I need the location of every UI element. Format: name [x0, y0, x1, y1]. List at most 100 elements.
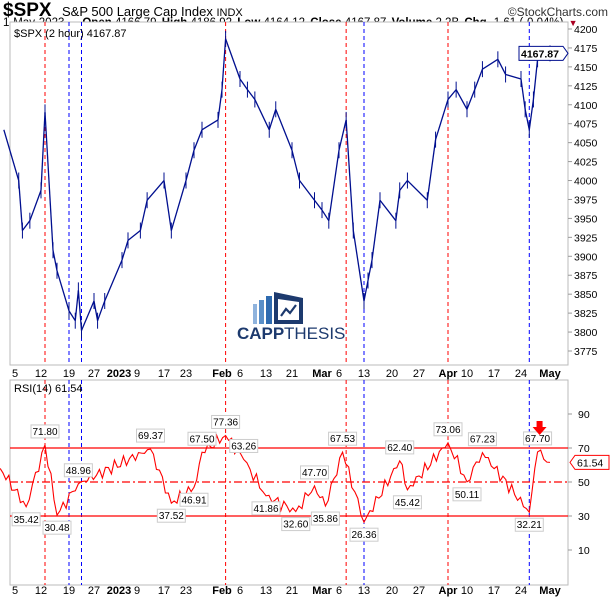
rsi-last-value-box — [569, 454, 610, 470]
price-segment — [406, 180, 428, 201]
x-tick-label: 6 — [237, 368, 243, 380]
rsi-annotation-box — [63, 463, 93, 478]
rsi-annotation-label: 35.42 — [14, 515, 39, 526]
logo-text-bold: CAPP — [237, 324, 284, 343]
rsi-annotation-box — [514, 517, 544, 532]
price-segment — [74, 290, 80, 321]
rsi-annotation-label: 41.86 — [253, 504, 278, 515]
rsi-last-value: 61.54 — [577, 457, 603, 469]
price-segment — [268, 109, 277, 130]
price-segment — [338, 119, 347, 151]
x-tick-label: 27 — [413, 368, 425, 380]
price-y-tick-label: 3775 — [574, 346, 598, 358]
price-segment — [363, 280, 369, 302]
x-tick-label: 6 — [336, 585, 342, 597]
x-tick-label: Mar — [312, 368, 332, 380]
price-segment — [52, 250, 58, 271]
price-segment — [275, 109, 293, 151]
x-tick-label: Apr — [439, 585, 459, 597]
logo-bar-1 — [253, 304, 257, 324]
price-y-tick-label: 4050 — [574, 138, 598, 150]
rsi-annotation-box — [211, 414, 241, 429]
price-y-tick-label: 4025 — [574, 157, 598, 169]
price-segment — [298, 180, 316, 201]
price-segment — [56, 270, 70, 312]
x-tick-label: 24 — [515, 585, 527, 597]
x-axes: 55121219192727202320239917172323FebFeb66… — [12, 368, 562, 597]
price-segment — [239, 78, 248, 90]
price-segment — [18, 180, 24, 231]
x-tick-label: 20 — [386, 585, 398, 597]
price-y-tick-label: 3975 — [574, 194, 598, 206]
rsi-annotation-label: 67.50 — [189, 434, 214, 445]
price-segment — [170, 180, 187, 231]
price-y-tick-label: 3825 — [574, 308, 598, 320]
down-arrow-icon — [532, 421, 547, 435]
x-tick-label: 12 — [35, 368, 47, 380]
brand-watermark: ©StockCharts.com — [507, 5, 608, 19]
x-tick-label: 13 — [358, 585, 370, 597]
rsi-annotation-box — [11, 512, 41, 527]
rsi-annotation-label: 67.23 — [470, 435, 495, 446]
price-segment — [254, 99, 270, 131]
price-segment — [139, 200, 148, 231]
rsi-annotation-label: 63.26 — [231, 441, 256, 452]
x-tick-label: 13 — [260, 585, 272, 597]
x-tick-label: 27 — [88, 585, 100, 597]
price-segment — [321, 209, 330, 222]
x-tick-label: 2023 — [107, 368, 131, 380]
price-segment — [528, 99, 535, 130]
price-segment — [80, 300, 95, 331]
rsi-y-tick-label: 50 — [578, 477, 590, 489]
price-segment — [146, 180, 165, 201]
rsi-annotation-box — [136, 428, 165, 443]
x-tick-label: 13 — [260, 368, 272, 380]
rsi-y-tick-label: 90 — [578, 409, 590, 421]
rsi-y-tick-label: 70 — [578, 443, 590, 455]
rsi-annotation-box — [349, 527, 379, 542]
x-tick-label: 27 — [88, 368, 100, 380]
x-tick-label: 9 — [134, 368, 140, 380]
price-segment — [21, 220, 31, 231]
price-segment — [163, 180, 172, 231]
price-panel: 4200 4175 4150 4125 4100 4075 4050 4025 4000 3975… — [3, 24, 598, 358]
rsi-annotation-label: 77.36 — [213, 417, 238, 428]
price-segment — [68, 310, 76, 322]
price-segment — [185, 150, 195, 181]
vertical-markers — [44, 22, 530, 585]
x-tick-label: 17 — [488, 368, 500, 380]
rsi-annotation-box — [452, 487, 482, 502]
rsi-y-tick-label: 10 — [578, 545, 590, 557]
rsi-annotation-box — [433, 422, 463, 437]
rsi-annotation-label: 73.06 — [435, 425, 460, 436]
price-segment — [399, 180, 408, 191]
price-segment — [371, 200, 381, 261]
rsi-annotation-label: 26.36 — [351, 530, 376, 541]
rsi-annotation-box — [42, 520, 72, 535]
rsi-annotation-box — [179, 492, 209, 507]
price-segment — [524, 109, 530, 130]
rsi-annotation-label: 46.91 — [181, 495, 206, 506]
price-segment — [224, 38, 241, 80]
price-segment — [193, 129, 203, 151]
x-tick-label: Apr — [439, 368, 459, 380]
rsi-annotation-box — [467, 432, 497, 447]
price-segment — [40, 112, 46, 191]
x-tick-label: 17 — [488, 585, 500, 597]
x-tick-label: 19 — [63, 368, 75, 380]
exchange: INDX — [216, 7, 243, 19]
rsi-panel: 90 70 50 30 10 35.42 71.80 30.48 48.96 69.37 37.52… — [0, 383, 610, 557]
price-y-tick-label: 3900 — [574, 251, 598, 263]
x-tick-label: 6 — [336, 368, 342, 380]
x-tick-label: 20 — [386, 368, 398, 380]
price-segment — [505, 73, 522, 80]
price-segment — [447, 89, 457, 100]
rsi-annotation-label: 47.70 — [302, 468, 327, 479]
price-segment — [328, 150, 340, 221]
price-y-tick-label: 4125 — [574, 81, 598, 93]
rsi-annotation-label: 30.48 — [44, 523, 69, 534]
x-tick-label: 21 — [286, 368, 298, 380]
price-segment — [520, 78, 526, 110]
x-tick-label: 10 — [461, 585, 473, 597]
